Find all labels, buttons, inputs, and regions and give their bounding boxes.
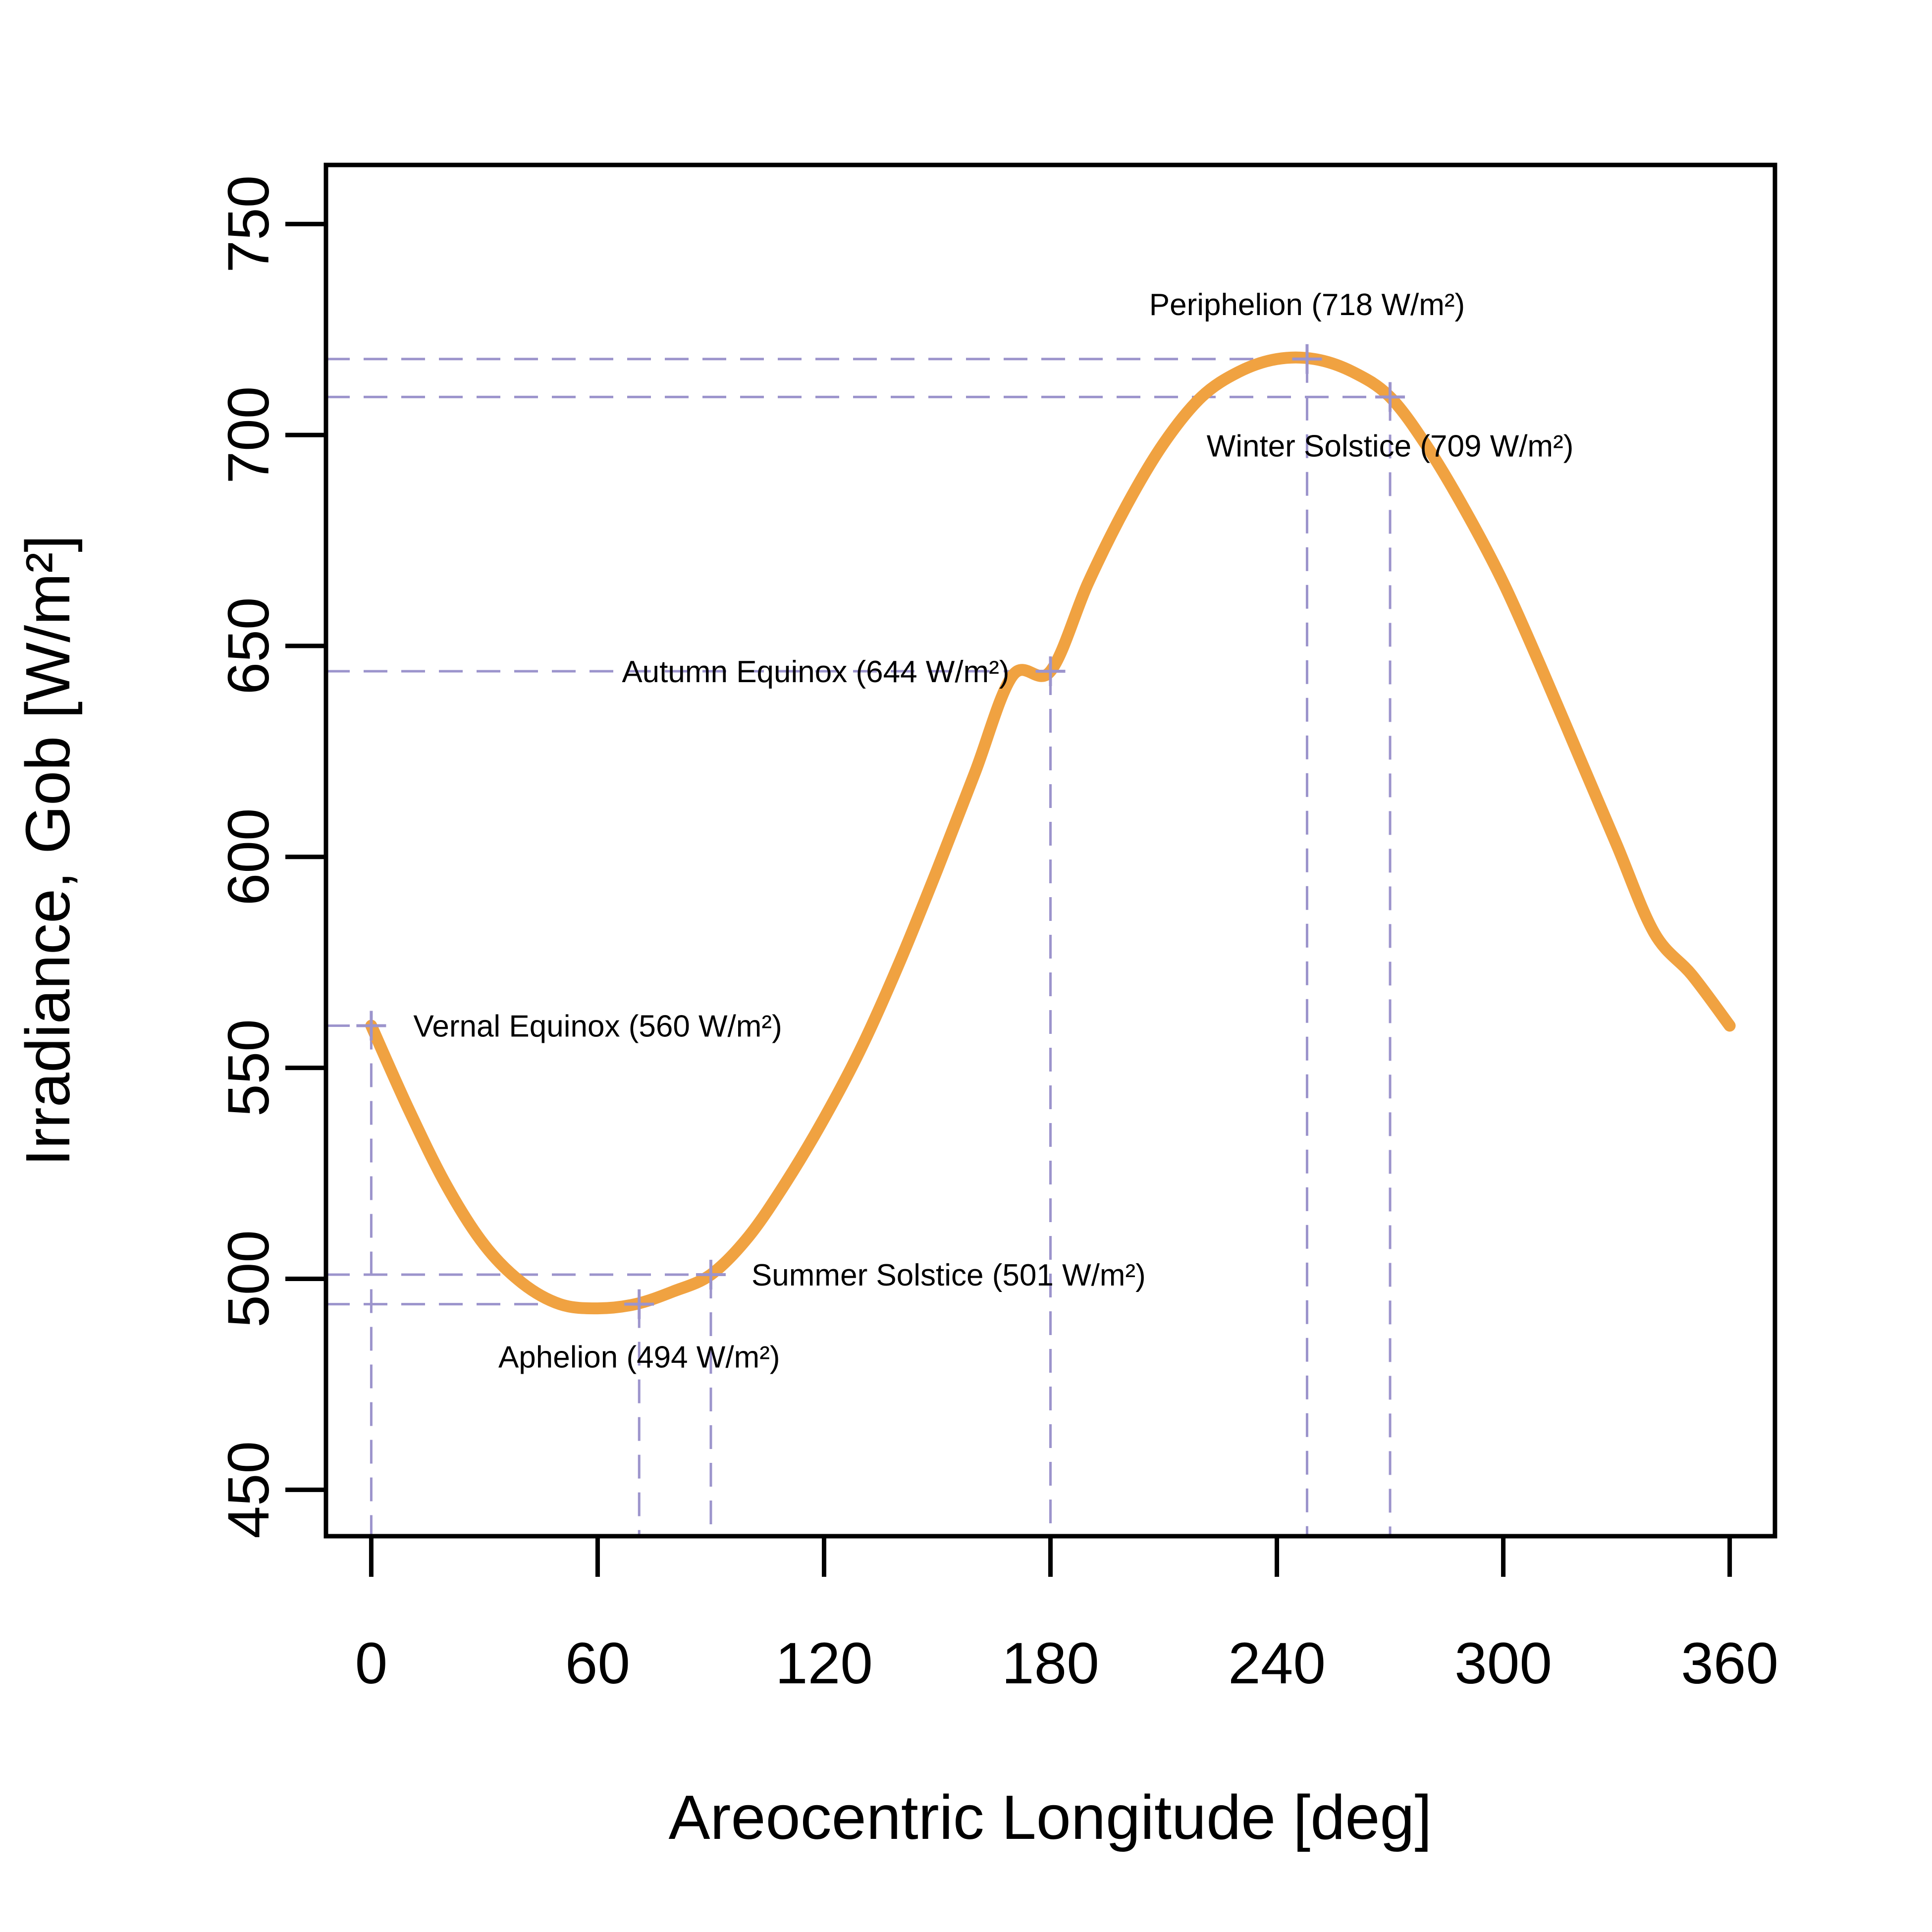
y-tick-label: 450 (216, 1441, 281, 1539)
y-tick-label: 600 (216, 808, 281, 906)
marker-layer (356, 344, 1405, 1319)
annotation-label: Vernal Equinox (560 W/m²) (413, 1009, 782, 1043)
y-axis: 450 500 550 600 650 700 750 (216, 175, 326, 1539)
annotation-label: Winter Solstice (709 W/m²) (1207, 429, 1574, 463)
y-tick-label: 700 (216, 386, 281, 484)
y-tick-label: 500 (216, 1230, 281, 1328)
y-axis-title: Irradiance, Gob [W/m²] (13, 535, 83, 1166)
reference-lines (326, 358, 1392, 1536)
annotation-label: Periphelion (718 W/m²) (1149, 288, 1465, 322)
x-tick-label: 0 (355, 1631, 388, 1696)
annotation-label: Aphelion (494 W/m²) (498, 1341, 780, 1375)
y-tick-label: 550 (216, 1019, 281, 1117)
x-tick-label: 60 (565, 1631, 630, 1696)
annotation-layer: Vernal Equinox (560 W/m²) Aphelion (494 W… (413, 288, 1573, 1375)
x-axis: 0 60 120 180 240 300 360 (355, 1536, 1778, 1696)
x-tick-label: 300 (1454, 1631, 1552, 1696)
x-tick-label: 240 (1228, 1631, 1326, 1696)
x-tick-label: 180 (1002, 1631, 1099, 1696)
y-tick-label: 650 (216, 597, 281, 695)
x-axis-title: Areocentric Longitude [deg] (668, 1782, 1432, 1852)
y-tick-label: 750 (216, 175, 281, 273)
x-tick-label: 120 (775, 1631, 873, 1696)
x-tick-label: 360 (1681, 1631, 1778, 1696)
annotation-label: Summer Solstice (501 W/m²) (751, 1258, 1146, 1292)
annotation-label: Autumn Equinox (644 W/m²) (622, 655, 1009, 689)
